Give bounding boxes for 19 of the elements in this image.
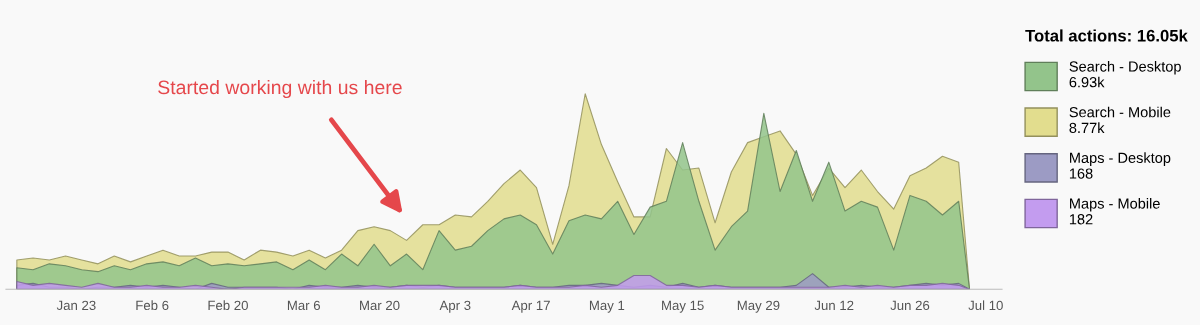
x-tick-label: Jun 26 — [890, 300, 930, 311]
x-tick-label: Feb 6 — [136, 300, 169, 311]
x-tick-label: May 15 — [662, 300, 704, 313]
x-tick-label: Mar 20 — [360, 300, 400, 311]
x-tick-label: Mar 6 — [287, 300, 320, 311]
x-tick-label: May 29 — [737, 300, 780, 313]
x-tick-label: May 1 — [589, 300, 625, 313]
legend-label: Search - Desktop 6.93k — [1069, 60, 1181, 88]
x-tick-label: Jun 12 — [814, 300, 854, 311]
legend-title: Total actions: 16.05k — [1025, 29, 1188, 42]
legend-label: Maps - Mobile 182 — [1069, 197, 1160, 225]
legend-label: Maps - Desktop 168 — [1069, 152, 1171, 179]
x-tick-label: Jul 10 — [968, 300, 1003, 311]
x-tick-label: Apr 3 — [439, 300, 471, 313]
legend-label: Search - Mobile 8.77k — [1069, 106, 1171, 134]
x-tick-label: Feb 20 — [208, 300, 248, 311]
annotation: Started working with us here — [158, 79, 402, 99]
x-tick-label: Apr 17 — [511, 300, 550, 313]
x-tick-label: Jan 23 — [56, 300, 96, 311]
